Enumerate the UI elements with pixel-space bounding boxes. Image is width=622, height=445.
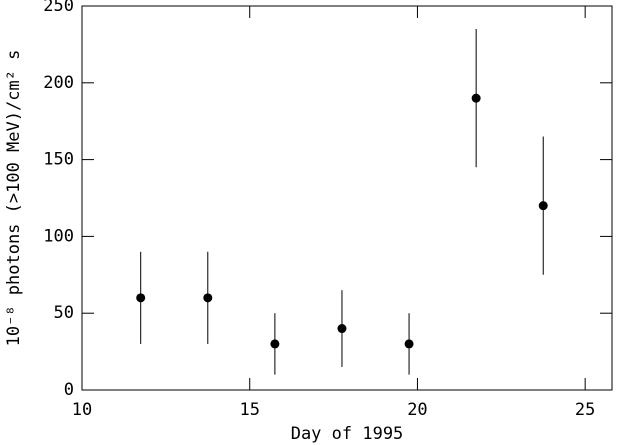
data-point — [471, 93, 481, 103]
x-tick-label: 25 — [575, 400, 595, 420]
data-point — [136, 293, 146, 303]
y-tick-label: 200 — [43, 73, 74, 93]
data-point — [404, 339, 414, 349]
y-tick-label: 0 — [64, 380, 74, 400]
plot-frame — [81, 5, 613, 391]
x-axis-label: Day of 1995 — [291, 424, 404, 444]
data-point — [203, 293, 213, 303]
y-tick-label: 150 — [43, 150, 74, 170]
y-tick-label: 100 — [43, 226, 74, 246]
data-point — [538, 201, 548, 211]
data-point — [270, 339, 280, 349]
data-point — [337, 324, 347, 334]
y-tick-label: 50 — [54, 303, 74, 323]
y-tick-label: 250 — [43, 0, 74, 16]
y-axis-label: 10⁻⁸ photons (>100 MeV)/cm² s — [4, 50, 24, 347]
x-tick-label: 10 — [72, 400, 92, 420]
x-tick-label: 15 — [239, 400, 259, 420]
x-tick-label: 20 — [407, 400, 427, 420]
